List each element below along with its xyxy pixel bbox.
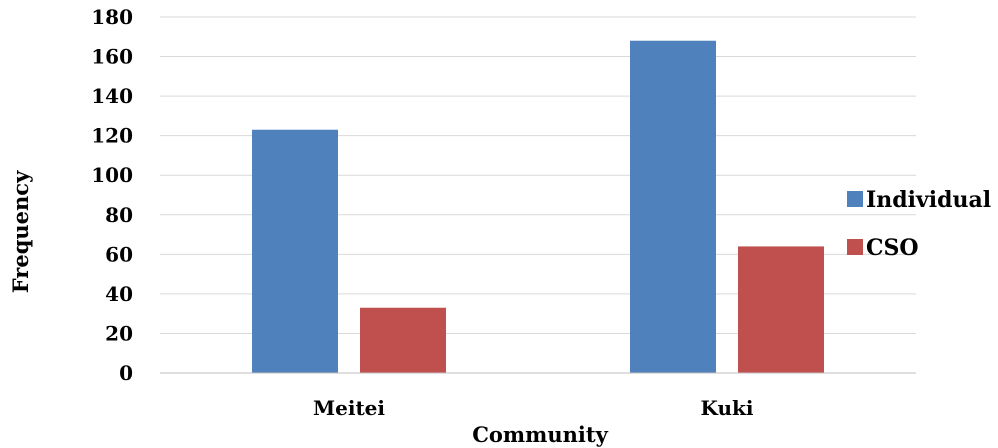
y-axis-title: Frequency xyxy=(8,170,33,293)
bar-cso-meitei xyxy=(360,307,446,373)
x-category-label: Kuki xyxy=(701,396,754,420)
legend-label-individual: Individual xyxy=(866,187,991,213)
y-tick-label: 40 xyxy=(105,282,133,306)
y-tick-label: 20 xyxy=(105,321,133,345)
bar-cso-kuki xyxy=(738,246,824,373)
y-tick-label: 100 xyxy=(91,163,133,187)
bar-individual-kuki xyxy=(630,40,716,373)
x-category-label: Meitei xyxy=(313,396,385,420)
legend-swatch-cso xyxy=(847,239,863,255)
y-tick-label: 0 xyxy=(119,361,133,385)
y-tick-label: 180 xyxy=(91,5,133,29)
y-tick-label: 140 xyxy=(91,84,133,108)
y-axis-ticks: 0 20 40 60 80 100 120 140 160 180 xyxy=(91,5,133,385)
x-axis-categories: Meitei Kuki xyxy=(313,396,754,420)
x-axis-title: Community xyxy=(472,422,608,447)
bar-individual-meitei xyxy=(252,129,338,373)
y-tick-label: 80 xyxy=(105,203,133,227)
y-tick-label: 160 xyxy=(91,45,133,69)
legend: Individual CSO xyxy=(847,187,991,261)
bars xyxy=(252,40,824,373)
y-tick-label: 120 xyxy=(91,124,133,148)
legend-swatch-individual xyxy=(847,191,863,207)
y-tick-label: 60 xyxy=(105,242,133,266)
legend-label-cso: CSO xyxy=(866,235,919,261)
